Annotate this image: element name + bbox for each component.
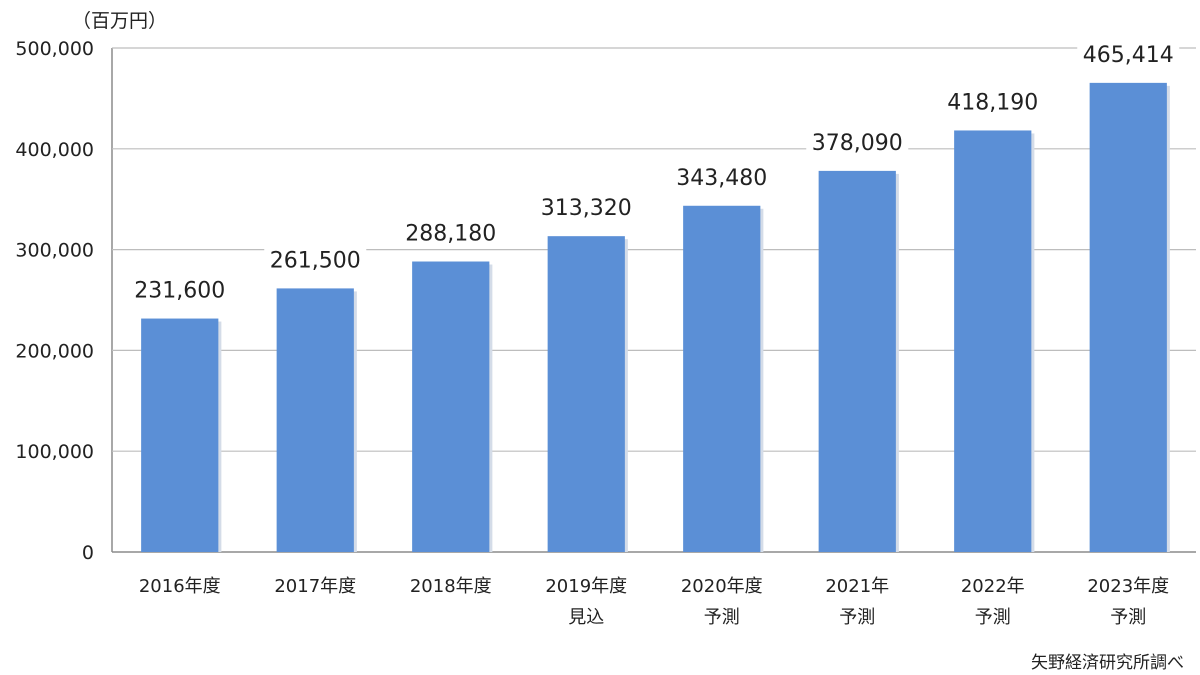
- data-label: 343,480: [676, 166, 767, 191]
- data-label-background: [670, 161, 773, 192]
- data-label-background: [128, 274, 231, 305]
- data-label-background: [535, 192, 638, 223]
- x-tick-label: 2022年: [961, 576, 1025, 597]
- data-label-background: [264, 244, 367, 275]
- data-label: 261,500: [270, 248, 361, 273]
- bar: [547, 236, 625, 552]
- x-tick-label: 2023年度: [1087, 576, 1169, 597]
- bar: [683, 205, 761, 552]
- x-tick-label: 2018年度: [410, 576, 492, 597]
- data-label: 465,414: [1083, 43, 1174, 68]
- x-tick-label: 2020年度: [681, 576, 763, 597]
- bar: [954, 130, 1032, 552]
- data-label-background: [806, 126, 909, 157]
- bar: [818, 170, 896, 552]
- data-label: 418,190: [947, 90, 1038, 115]
- data-label: 231,600: [134, 279, 225, 304]
- x-tick-label: 予測: [975, 607, 1011, 628]
- y-axis-unit-label: （百万円）: [72, 10, 168, 32]
- bars: [141, 82, 1170, 553]
- data-label: 288,180: [405, 222, 496, 247]
- x-tick-label: 2017年度: [274, 576, 356, 597]
- x-tick-label: 予測: [839, 607, 875, 628]
- x-tick-label: 予測: [1110, 607, 1146, 628]
- bar: [1089, 82, 1167, 553]
- x-tick-label: 2021年: [825, 576, 889, 597]
- x-tick-label: 2016年度: [139, 576, 221, 597]
- y-tick-label: 0: [82, 542, 94, 564]
- y-tick-label: 300,000: [15, 240, 94, 262]
- data-label: 313,320: [541, 196, 632, 221]
- bar: [141, 318, 219, 552]
- bar: [276, 288, 354, 552]
- x-tick-label: 見込: [568, 607, 604, 628]
- y-tick-label: 100,000: [15, 441, 94, 463]
- x-tick-label: 2019年度: [545, 576, 627, 597]
- data-label-background: [399, 217, 502, 248]
- data-label-background: [941, 86, 1044, 117]
- y-tick-label: 400,000: [15, 139, 94, 161]
- data-label-background: [1077, 38, 1180, 69]
- source-note: 矢野経済研究所調べ: [1031, 653, 1184, 673]
- y-tick-label: 200,000: [15, 340, 94, 362]
- y-tick-label: 500,000: [15, 38, 94, 60]
- labels: 0 100,000 200,000 300,000 400,000 500,000 231,…: [15, 38, 1180, 628]
- bar: [412, 261, 490, 552]
- data-label: 378,090: [812, 131, 903, 156]
- x-tick-label: 予測: [704, 607, 740, 628]
